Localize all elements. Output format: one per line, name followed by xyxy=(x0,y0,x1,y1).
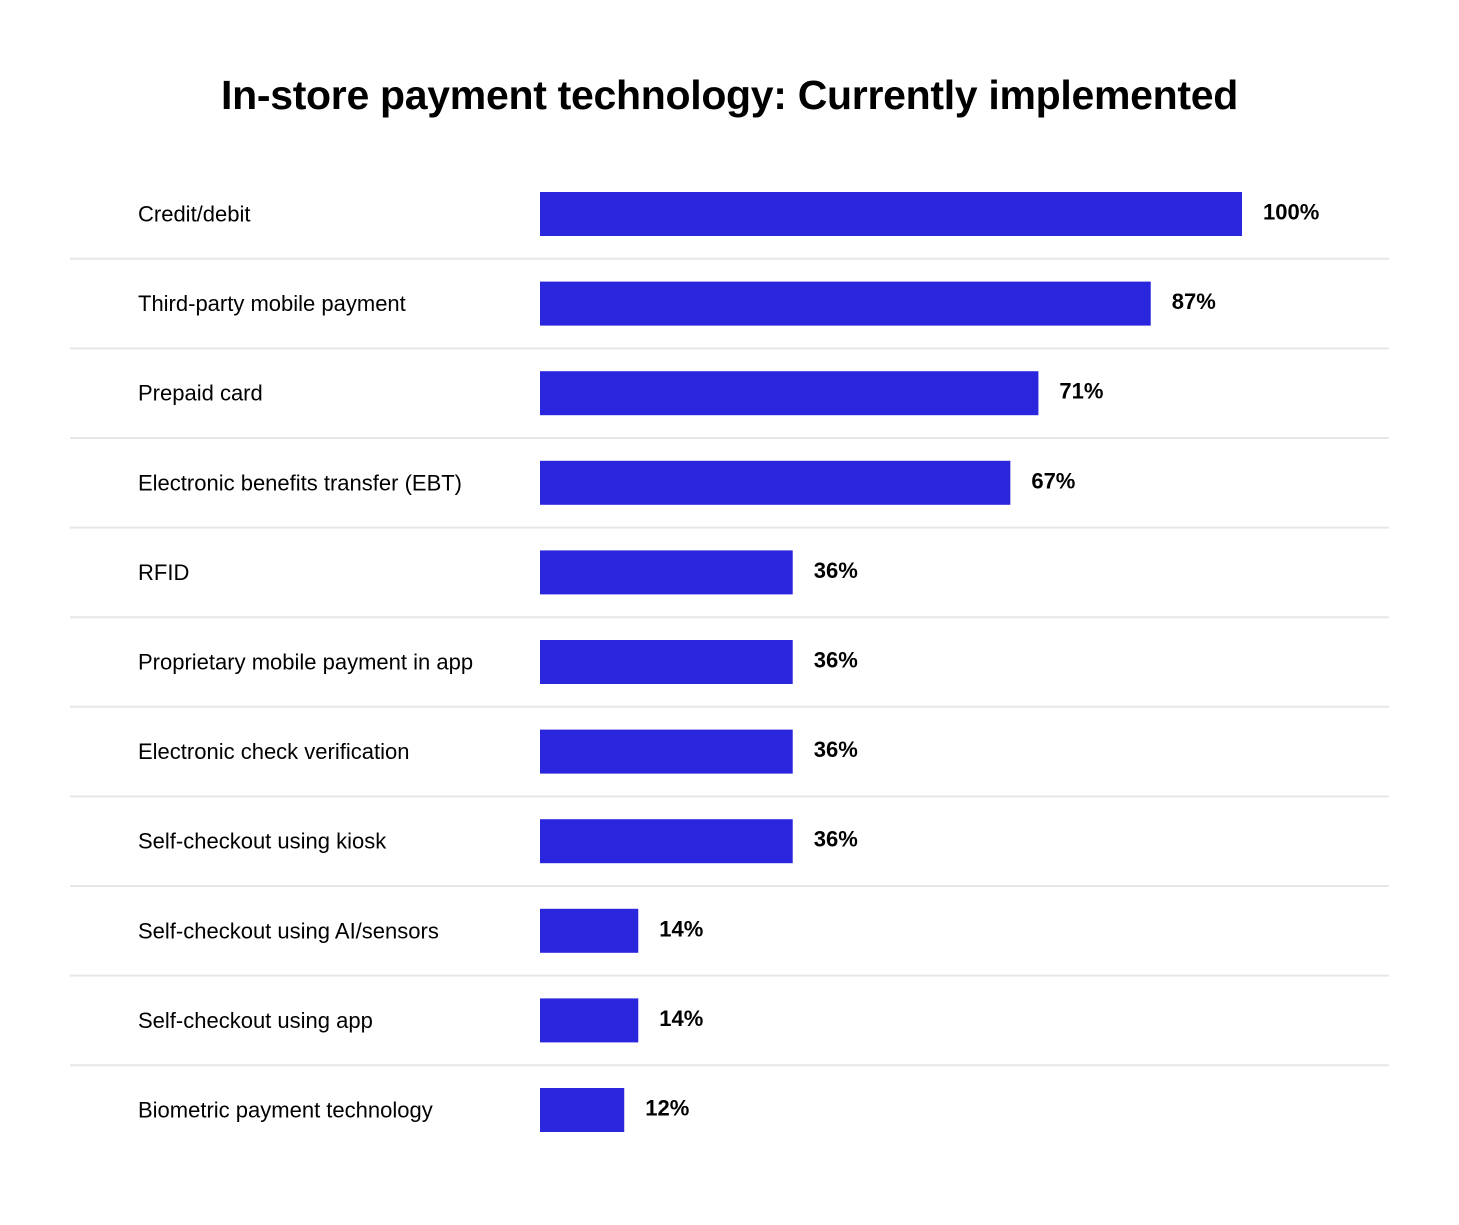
value-labels: 100% 87% 71% 67% 36% 36% 36% 36% 14% 14% 12% xyxy=(645,200,1319,1121)
category-labels: Credit/debit Third-party mobile payment Pr… xyxy=(138,202,473,1123)
category-label: Electronic benefits transfer (EBT) xyxy=(138,470,462,495)
value-label: 36% xyxy=(814,827,858,852)
bar xyxy=(540,1088,625,1132)
category-label: RFID xyxy=(138,560,189,585)
bar xyxy=(540,908,639,953)
category-label: Self-checkout using AI/sensors xyxy=(138,918,439,943)
value-label: 71% xyxy=(1059,379,1103,404)
bar xyxy=(540,640,793,684)
bar xyxy=(540,192,1242,236)
value-label: 14% xyxy=(659,1006,703,1031)
bar xyxy=(540,371,1039,416)
category-label: Biometric payment technology xyxy=(138,1098,433,1123)
value-label: 36% xyxy=(814,737,858,762)
category-label: Electronic check verification xyxy=(138,739,409,764)
bar xyxy=(540,281,1151,326)
category-label: Prepaid card xyxy=(138,381,263,406)
bar xyxy=(540,460,1011,505)
value-label: 87% xyxy=(1172,289,1216,314)
category-label: Self-checkout using app xyxy=(138,1008,373,1033)
row-separators xyxy=(70,257,1389,1067)
chart-title: In-store payment technology: Currently i… xyxy=(221,72,1238,118)
bar xyxy=(540,819,793,864)
category-label: Credit/debit xyxy=(138,202,251,227)
value-label: 67% xyxy=(1031,468,1075,493)
value-label: 12% xyxy=(645,1096,689,1121)
value-label: 36% xyxy=(814,558,858,583)
value-label: 14% xyxy=(659,916,703,941)
value-label: 100% xyxy=(1263,200,1319,225)
bar xyxy=(540,998,639,1043)
category-label: Third-party mobile payment xyxy=(138,291,406,316)
bar xyxy=(540,729,793,774)
value-label: 36% xyxy=(814,648,858,673)
bar xyxy=(540,550,793,595)
category-label: Self-checkout using kiosk xyxy=(138,829,387,854)
category-label: Proprietary mobile payment in app xyxy=(138,650,473,675)
bars xyxy=(540,192,1242,1132)
